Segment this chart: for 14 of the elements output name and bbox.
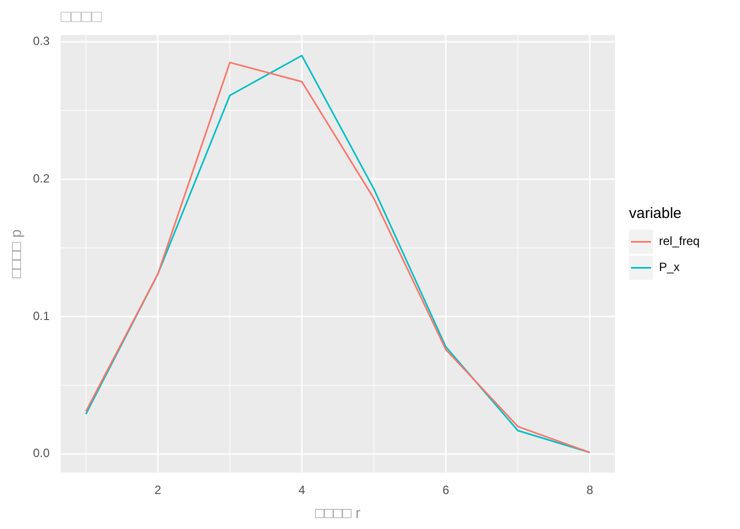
x-tick-label: 6: [442, 483, 450, 498]
y-tick-label: 0.1: [32, 308, 50, 323]
x-tick-label: 4: [298, 483, 306, 498]
y-tick-label: 0.2: [32, 172, 50, 186]
x-tick-label: 8: [586, 483, 594, 498]
x-tick-label: 2: [154, 483, 162, 498]
x-axis-title: □□□□ r: [315, 505, 361, 522]
y-tick-label: 0.0: [32, 446, 50, 460]
legend-label: P_x: [659, 260, 680, 274]
legend-title: variable: [629, 204, 682, 222]
legend-label: rel_freq: [659, 234, 700, 248]
y-axis-title: □□□□ p: [8, 229, 26, 278]
y-tick-label: 0.3: [32, 34, 50, 48]
chart-title: □□□□: [60, 7, 102, 26]
